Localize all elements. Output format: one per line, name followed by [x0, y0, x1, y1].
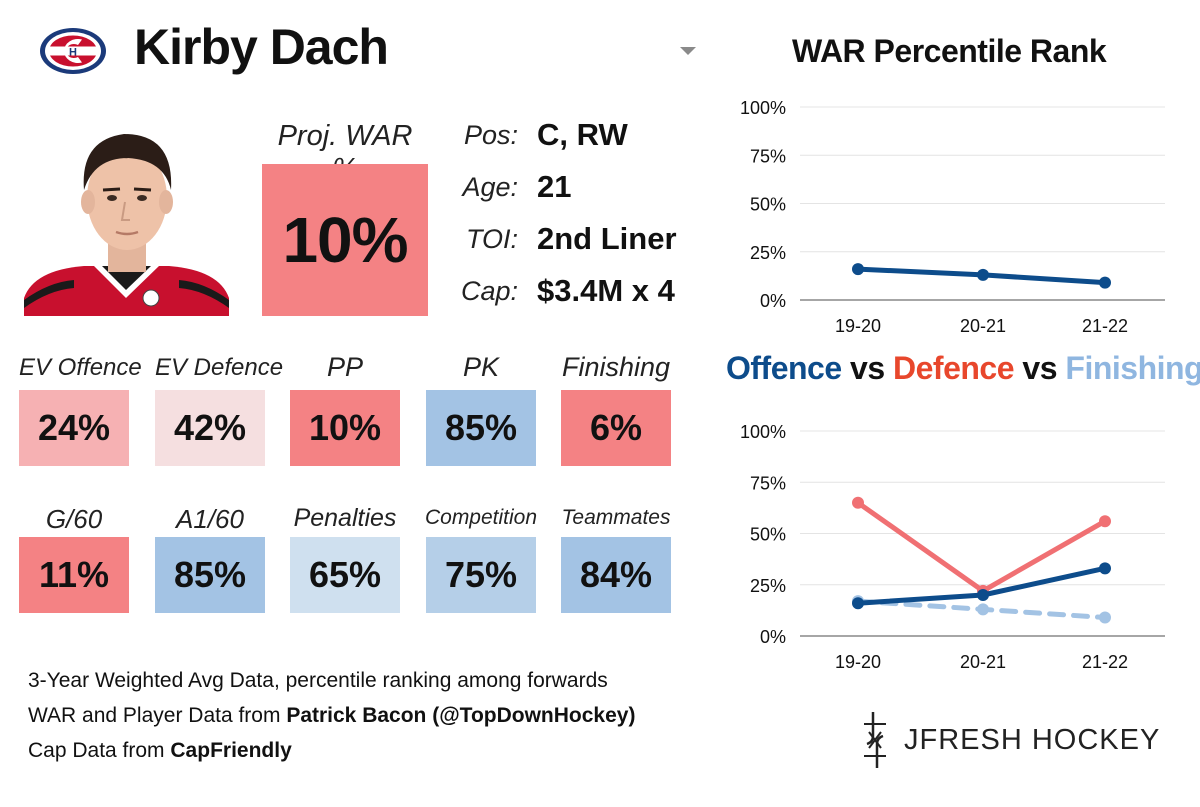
brand: JFRESH HOCKEY [860, 710, 1170, 770]
competition-label: Competition [424, 506, 538, 529]
data-point-war [1099, 276, 1111, 289]
player-name: Kirby Dach [134, 19, 389, 75]
ev-defence-tile: 42% [155, 390, 265, 466]
y-tick-label: 100% [740, 98, 786, 118]
toi-value: 2nd Liner [537, 221, 677, 256]
canadiens-logo: H [40, 28, 106, 74]
data-point-offence [977, 589, 989, 601]
title-offence: Offence [726, 350, 842, 386]
g60-tile: 11% [19, 537, 129, 613]
x-tick-label: 21-22 [1082, 316, 1128, 336]
credits: 3-Year Weighted Avg Data, percentile ran… [28, 663, 708, 768]
y-tick-label: 25% [750, 243, 786, 263]
title-defence: Defence [893, 350, 1015, 386]
x-tick-label: 21-22 [1082, 652, 1128, 672]
pp-label: PP [326, 352, 364, 382]
y-tick-label: 25% [750, 576, 786, 596]
finishing-label: Finishing [561, 352, 671, 382]
data-point-finishing [1099, 611, 1111, 624]
y-tick-label: 0% [760, 627, 786, 647]
title-finishing: Finishing [1065, 350, 1200, 386]
ev-offence-label: EV Offence [19, 354, 142, 381]
data-point-defence [1099, 515, 1111, 528]
credits-source-cap: CapFriendly [170, 739, 292, 762]
data-point-war [977, 268, 989, 281]
teammates-tile: 84% [561, 537, 671, 613]
pos-value: C, RW [537, 117, 628, 152]
x-tick-label: 20-21 [960, 316, 1006, 336]
war-chart-title: WAR Percentile Rank [792, 33, 1107, 69]
toi-label: TOI: [465, 224, 518, 254]
a160-label: A1/60 [176, 504, 244, 534]
credits-line-2: WAR and Player Data from Patrick Bacon (… [28, 704, 636, 727]
data-point-war [852, 263, 864, 276]
svg-text:H: H [69, 47, 77, 59]
credits-line-1: 3-Year Weighted Avg Data, percentile ran… [28, 669, 608, 692]
y-tick-label: 75% [750, 473, 786, 493]
y-tick-label: 75% [750, 146, 786, 166]
y-tick-label: 50% [750, 195, 786, 215]
a160-tile: 85% [155, 537, 265, 613]
age-value: 21 [537, 169, 572, 204]
teammates-label: Teammates [561, 506, 671, 529]
war-percentile-chart: 0% 25% 50% 75% 100% 19-20 20-21 21-22 [740, 98, 1165, 336]
y-tick-label: 0% [760, 291, 786, 311]
ev-offence-tile: 24% [19, 390, 129, 466]
credits-line-3: Cap Data from CapFriendly [28, 739, 292, 762]
data-point-finishing [977, 603, 989, 616]
g60-label: G/60 [45, 504, 103, 534]
ev-defence-label: EV Defence [155, 354, 284, 381]
data-point-offence [852, 597, 864, 610]
offence-defence-finishing-chart: 0% 25% 50% 75% 100% 19-20 20-21 21-22 [740, 422, 1165, 672]
x-tick-label: 19-20 [835, 652, 881, 672]
credits-source-war: Patrick Bacon (@TopDownHockey) [286, 704, 636, 727]
x-tick-label: 20-21 [960, 652, 1006, 672]
player-headshot [24, 120, 229, 316]
jfresh-hockey-stick-icon [864, 712, 886, 768]
penalties-tile: 65% [290, 537, 400, 613]
pos-label: Pos: [463, 120, 518, 150]
cap-value: $3.4M x 4 [537, 273, 675, 308]
y-tick-label: 50% [750, 525, 786, 545]
data-point-defence [852, 496, 864, 509]
age-label: Age: [462, 172, 518, 202]
pp-tile: 10% [290, 390, 400, 466]
penalties-label: Penalties [293, 504, 397, 532]
pk-label: PK [462, 352, 500, 382]
brand-text: JFRESH HOCKEY [904, 724, 1161, 756]
proj-war-tile: 10% [262, 164, 428, 316]
player-select-dropdown-icon[interactable] [680, 47, 696, 55]
y-tick-label: 100% [740, 422, 786, 442]
competition-tile: 75% [426, 537, 536, 613]
finishing-tile: 6% [561, 390, 671, 466]
x-tick-label: 19-20 [835, 316, 881, 336]
compare-chart-title: Offence vs Defence vs Finishing [726, 350, 1200, 387]
pk-tile: 85% [426, 390, 536, 466]
cap-label: Cap: [460, 276, 518, 306]
data-point-offence [1099, 562, 1111, 575]
